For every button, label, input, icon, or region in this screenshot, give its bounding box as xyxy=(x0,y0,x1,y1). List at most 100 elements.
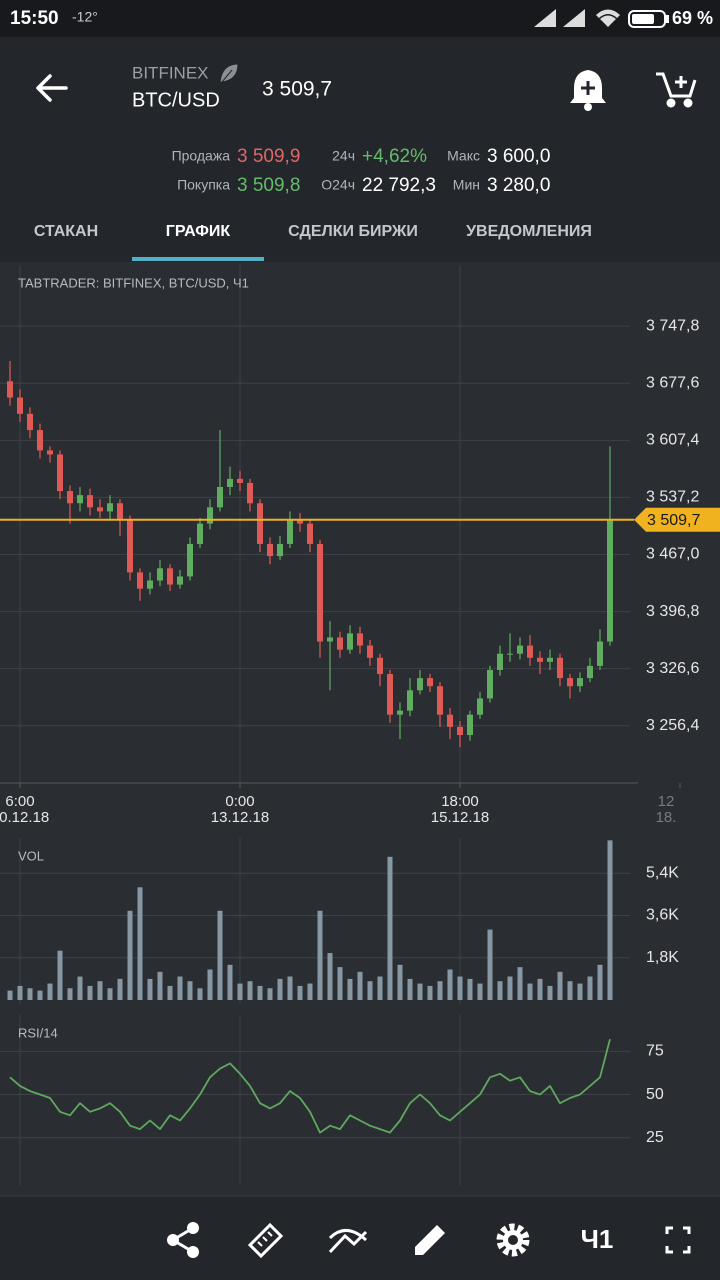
volume-bar xyxy=(167,985,173,1000)
volume-bar xyxy=(97,981,103,1000)
last-price-tag xyxy=(634,507,720,532)
stat-label: O24ч xyxy=(321,177,355,193)
candle-body xyxy=(187,543,193,577)
tab[interactable]: ГРАФИК xyxy=(166,223,231,240)
status-temperature: -12° xyxy=(72,9,98,25)
stat-label: Продажа xyxy=(172,148,231,164)
candle-body xyxy=(477,698,483,715)
volume-bar xyxy=(187,981,193,1000)
header-price: 3 509,7 xyxy=(262,78,332,101)
alert-button[interactable] xyxy=(570,70,606,111)
candle-body xyxy=(507,653,513,655)
volume-bar xyxy=(497,981,503,1000)
volume-bar xyxy=(147,978,153,1000)
y-tick-label: 3 747,8 xyxy=(646,317,699,334)
candle-body xyxy=(157,568,163,581)
candle-body xyxy=(587,665,593,679)
candle-body xyxy=(547,657,553,662)
volume-bar xyxy=(287,976,293,1000)
volume-bar xyxy=(417,983,423,1000)
tab[interactable]: СДЕЛКИ БИРЖИ xyxy=(288,223,418,240)
candle-body xyxy=(207,507,213,524)
candle-body xyxy=(497,653,503,670)
volume-bar xyxy=(107,988,113,1000)
volume-bar xyxy=(227,964,233,1000)
indicators-button[interactable] xyxy=(328,1229,368,1254)
share-button[interactable] xyxy=(167,1222,199,1258)
y-tick-label: 3 396,8 xyxy=(646,603,699,620)
pane-title: VOL xyxy=(18,848,44,863)
y-tick-label: 3 677,6 xyxy=(646,374,699,391)
battery-level xyxy=(632,14,654,24)
volume-bar xyxy=(27,988,33,1000)
candle-body xyxy=(227,478,233,487)
volume-bar xyxy=(87,985,93,1000)
volume-bar xyxy=(177,976,183,1000)
fullscreen-button[interactable] xyxy=(665,1226,691,1254)
ruler-button[interactable] xyxy=(247,1222,284,1259)
y-tick-label: 25 xyxy=(646,1129,664,1146)
volume-bar xyxy=(257,985,263,1000)
back-button[interactable] xyxy=(36,74,68,102)
candle-body xyxy=(77,495,83,504)
charts: 3 256,4 3 326,6 3 396,8 3 467,0 3 537,2 3 607… xyxy=(0,265,720,1185)
candle-body xyxy=(47,450,53,455)
volume-bar xyxy=(517,967,523,1000)
candle-body xyxy=(447,714,453,727)
candle-body xyxy=(267,543,273,557)
candle-body xyxy=(367,645,373,658)
volume-bar xyxy=(47,983,53,1000)
candle-body xyxy=(167,568,173,585)
candle-body xyxy=(177,576,183,585)
volume-bar xyxy=(237,983,243,1000)
exchange-leaf xyxy=(219,63,239,83)
candle-body xyxy=(197,523,203,544)
cart-button[interactable] xyxy=(656,72,697,108)
candle-body xyxy=(327,637,333,642)
draw-button[interactable] xyxy=(415,1225,445,1255)
candle-body xyxy=(417,678,423,691)
y-tick-label: 75 xyxy=(646,1043,664,1060)
candle-body xyxy=(337,637,343,650)
volume-bar xyxy=(407,978,413,1000)
candle-body xyxy=(567,678,573,687)
volume-bar xyxy=(317,910,323,1000)
tab[interactable]: УВЕДОМЛЕНИЯ xyxy=(466,223,592,240)
volume-bar xyxy=(327,953,333,1000)
volume-bar xyxy=(357,971,363,1000)
candle-body xyxy=(87,495,93,508)
candle-body xyxy=(357,633,363,646)
y-tick-label: 50 xyxy=(646,1086,664,1103)
stat-label: Макс xyxy=(447,148,480,164)
stat-value: 3 600,0 xyxy=(487,146,550,167)
stat-label: 24ч xyxy=(332,148,355,164)
interval-button[interactable]: Ч1 xyxy=(581,1224,614,1254)
y-tick-label: 3 467,0 xyxy=(646,546,699,563)
volume-bar xyxy=(197,988,203,1000)
x-tick-sublabel: 13.12.18 xyxy=(211,809,269,826)
volume-bar xyxy=(447,969,453,1000)
settings-button[interactable] xyxy=(496,1223,530,1257)
candle-body xyxy=(127,519,133,573)
last-price-label: 3 509,7 xyxy=(647,512,700,529)
x-tick-label: 18:00 xyxy=(441,793,479,810)
volume-bar xyxy=(217,910,223,1000)
volume-bar xyxy=(427,985,433,1000)
y-tick-label: 3 607,4 xyxy=(646,432,699,449)
volume-bar xyxy=(337,967,343,1000)
volume-bar xyxy=(17,985,23,1000)
tab-indicator xyxy=(132,257,264,261)
candle-body xyxy=(107,503,113,512)
candle-body xyxy=(217,487,223,508)
volume-bar xyxy=(307,983,313,1000)
candle-body xyxy=(257,503,263,544)
volume-bar xyxy=(527,983,533,1000)
pane-title: TABTRADER: BITFINEX, BTC/USD, Ч1 xyxy=(18,275,249,290)
candle-body xyxy=(537,657,543,662)
tab[interactable]: СТАКАН xyxy=(34,223,98,240)
battery-text: 69 % xyxy=(672,8,713,28)
status-bar xyxy=(0,0,720,37)
volume-bar xyxy=(277,978,283,1000)
battery-icon xyxy=(628,10,666,28)
stats: Продажа 3 509,9 24ч +4,62% Макс 3 600,0 Покупк… xyxy=(172,146,551,196)
